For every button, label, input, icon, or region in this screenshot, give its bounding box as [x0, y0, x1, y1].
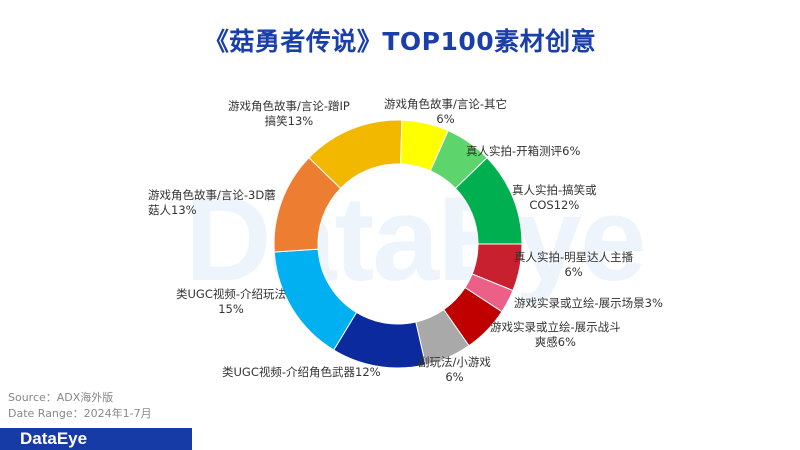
label-unboxing: 真人实拍-开箱测评6%	[466, 144, 581, 158]
label-minigame: 副玩法/小游戏 6%	[418, 355, 491, 384]
label-battle: 游戏实录或立绘-展示战斗 爽感6%	[490, 320, 621, 349]
source-text: Source：ADX海外版	[8, 391, 114, 404]
donut-slice-10	[454, 157, 523, 245]
label-ugc-gameplay: 类UGC视频-介绍玩法 15%	[176, 287, 287, 316]
label-story-other: 游戏角色故事/言论-其它 6%	[384, 97, 508, 126]
date-range-text: Date Range：2024年1-7月	[8, 407, 152, 420]
watermark: DataEye	[185, 172, 647, 306]
brand-bar: DataEye	[0, 428, 800, 450]
label-scene: 游戏实录或立绘-展示场景3%	[514, 296, 663, 310]
label-ugc-weapon: 类UGC视频-介绍角色武器12%	[222, 365, 381, 379]
brand-logo: DataEye	[20, 429, 88, 448]
chart-title: 《菇勇者传说》TOP100素材创意	[203, 27, 597, 56]
label-3d-mushroom: 游戏角色故事/言论-3D蘑 菇人13%	[148, 188, 276, 217]
label-celebrity: 真人实拍-明星达人主播 6%	[514, 250, 634, 279]
label-ip-funny: 游戏角色故事/言论-蹭IP 搞笑13%	[228, 99, 350, 128]
label-cos: 真人实拍-搞笑或 COS12%	[512, 183, 597, 212]
